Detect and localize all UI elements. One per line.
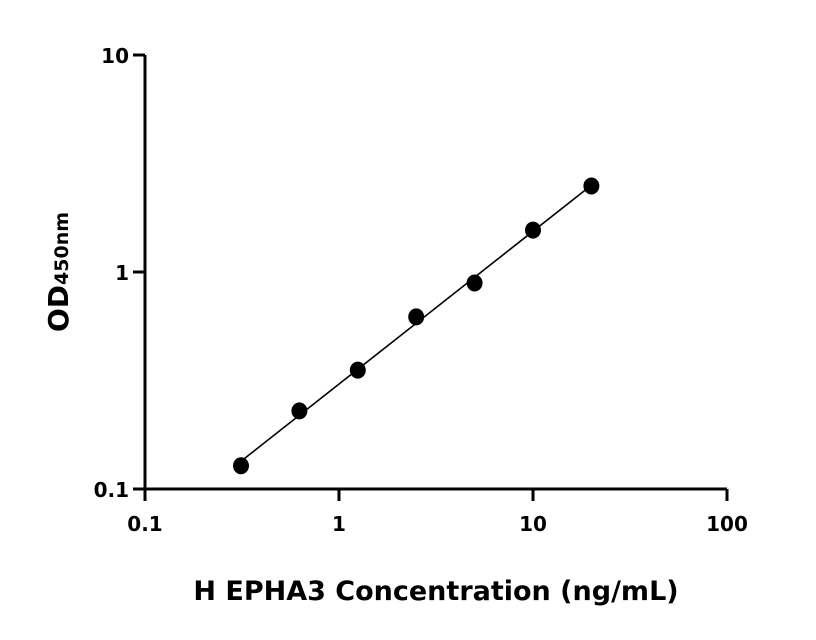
x-tick-label: 0.1 xyxy=(127,512,162,536)
data-point xyxy=(583,177,600,195)
data-point xyxy=(349,361,366,379)
data-point xyxy=(233,457,250,475)
data-point xyxy=(525,221,541,239)
data-point xyxy=(291,402,308,420)
x-axis-label: H EPHA3 Concentration (ng/mL) xyxy=(193,576,678,607)
x-tick-label: 1 xyxy=(332,512,346,536)
data-point xyxy=(466,274,483,292)
x-tick-label: 10 xyxy=(519,512,547,536)
y-tick-label: 0.1 xyxy=(94,478,129,502)
y-axis-label: OD450nm xyxy=(42,212,75,332)
y-tick-label: 1 xyxy=(115,261,129,285)
x-tick-label: 100 xyxy=(706,512,748,536)
y-tick-label: 10 xyxy=(101,44,129,68)
data-point xyxy=(408,308,425,326)
